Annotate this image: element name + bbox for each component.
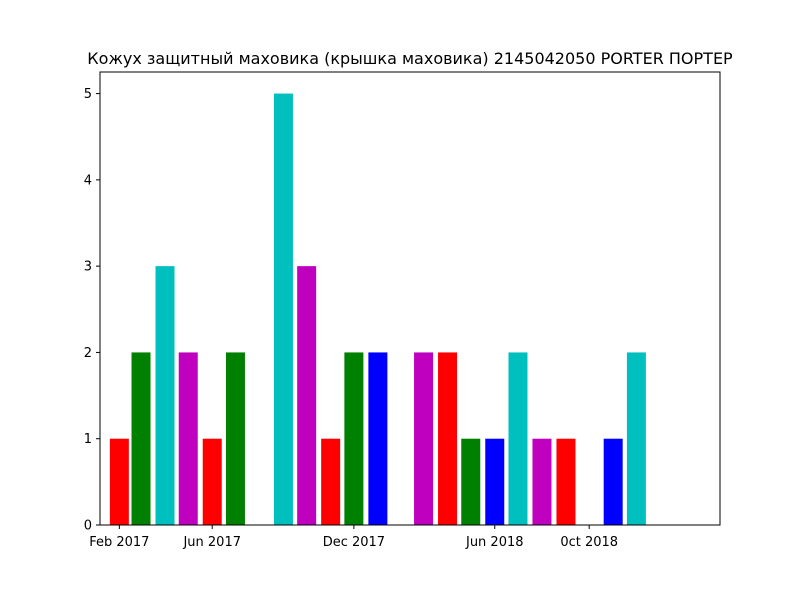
bar-19 <box>603 438 623 525</box>
x-tick-label: Feb 2017 <box>89 535 149 550</box>
bar-1 <box>109 438 129 525</box>
bar-2 <box>131 352 151 525</box>
y-axis: 0 1 2 3 4 5 <box>84 87 100 534</box>
bar-11 <box>368 352 388 525</box>
bar-10 <box>344 352 364 525</box>
bar-3 <box>155 266 175 525</box>
bar-17 <box>532 438 552 525</box>
bar-13 <box>438 352 458 525</box>
bar-20 <box>626 352 646 525</box>
bar-15 <box>485 438 505 525</box>
y-tick-label: 2 <box>84 346 92 361</box>
bar-18 <box>556 438 576 525</box>
bar-6 <box>225 352 245 525</box>
bar-8 <box>297 266 317 525</box>
y-tick-label: 3 <box>84 260 92 275</box>
plot-frame <box>99 71 721 526</box>
bar-16 <box>508 352 528 525</box>
x-axis: Feb 2017 Jun 2017 Dec 2017 Jun 2018 0ct 2018 <box>89 525 618 550</box>
bars-layer <box>109 93 646 525</box>
bar-9 <box>321 438 341 525</box>
y-tick-label: 5 <box>84 87 92 102</box>
y-tick-label: 0 <box>84 519 92 534</box>
bar-7 <box>273 93 293 525</box>
y-tick-label: 4 <box>84 173 92 188</box>
y-tick-label: 1 <box>84 432 92 447</box>
x-tick-label: 0ct 2018 <box>560 535 618 550</box>
bar-5 <box>202 438 222 525</box>
chart-title: Кожух защитный маховика (крышка маховика… <box>87 49 733 68</box>
x-tick-label: Dec 2017 <box>323 535 385 550</box>
x-tick-label: Jun 2017 <box>182 535 241 550</box>
x-tick-label: Jun 2018 <box>465 535 524 550</box>
bar-4 <box>178 352 198 525</box>
bar-14 <box>461 438 481 525</box>
bar-12 <box>414 352 434 525</box>
